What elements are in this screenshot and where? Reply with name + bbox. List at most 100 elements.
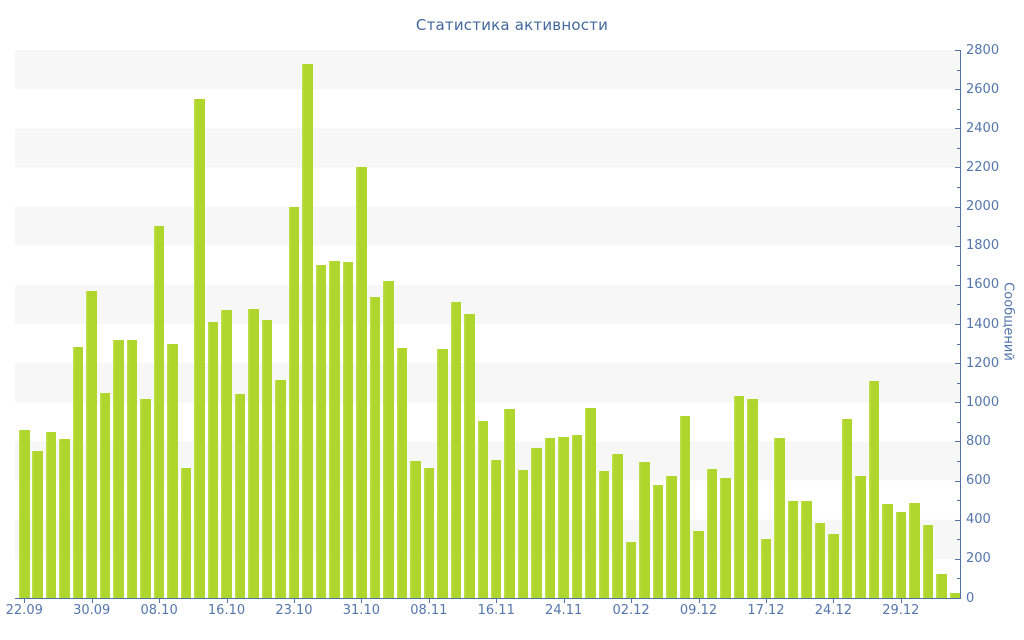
bar[interactable] [180,467,192,598]
y-major-tick [955,441,960,443]
bar[interactable] [302,63,313,598]
y-tick-label: 2400 [966,120,1000,136]
bar[interactable] [423,467,435,598]
bar[interactable] [45,431,57,598]
bar[interactable] [369,296,381,598]
bar[interactable] [221,310,232,598]
y-tick-label: 1200 [966,355,1000,371]
bar[interactable] [59,438,70,598]
bar[interactable] [936,573,947,598]
bar[interactable] [167,343,178,598]
bar[interactable] [747,399,758,598]
x-tick [24,599,26,603]
bar[interactable] [19,429,30,598]
bar[interactable] [774,437,785,598]
bar[interactable] [666,475,677,598]
x-tick [496,599,498,603]
bar[interactable] [855,475,866,598]
bar[interactable] [207,322,219,598]
y-major-tick [955,480,960,482]
y-minor-tick [957,69,960,71]
bar[interactable] [612,454,623,598]
bar[interactable] [868,380,880,598]
bar[interactable] [234,394,246,598]
x-axis-line [15,598,961,599]
bar[interactable] [113,339,124,598]
bar[interactable] [625,542,637,598]
bar[interactable] [814,522,826,598]
bar[interactable] [86,290,97,598]
bar[interactable] [949,593,960,598]
bar[interactable] [383,280,394,598]
bar[interactable] [450,301,462,598]
y-tick-label: 2600 [966,81,1000,97]
bar[interactable] [504,409,515,598]
x-tick [293,599,295,603]
bar[interactable] [194,98,205,598]
bar[interactable] [477,420,488,598]
y-major-tick [955,558,960,560]
bar[interactable] [922,524,934,598]
bar[interactable] [342,262,354,598]
bar[interactable] [531,448,542,598]
y-major-tick [955,167,960,169]
y-tick-label: 200 [966,551,991,567]
bar[interactable] [598,470,610,598]
bar[interactable] [396,348,408,598]
bar[interactable] [828,534,839,598]
y-minor-tick [957,265,960,267]
bar[interactable] [140,399,151,598]
bar[interactable] [153,226,165,598]
bar[interactable] [248,309,259,598]
bar[interactable] [517,469,529,598]
bar[interactable] [720,477,731,598]
bar[interactable] [315,265,327,598]
y-minor-tick [957,226,960,228]
bar[interactable] [275,379,286,598]
y-tick-label: 0 [966,590,975,606]
y-major-tick [955,363,960,365]
y-tick-label: 1000 [966,394,1000,410]
bar[interactable] [639,461,650,598]
bar[interactable] [410,461,421,598]
y-tick-label: 2800 [966,42,1000,58]
y-minor-tick [957,304,960,306]
bar[interactable] [261,320,273,598]
y-minor-tick [957,461,960,462]
y-minor-tick [957,539,960,541]
bar[interactable] [760,539,772,598]
y-tick-label: 1400 [966,316,1000,332]
bar[interactable] [126,339,138,598]
bar[interactable] [679,416,691,598]
bar[interactable] [72,346,84,598]
bar[interactable] [909,503,920,598]
bar[interactable] [544,437,556,598]
x-tick [361,599,363,603]
bar[interactable] [558,436,569,598]
y-major-tick [955,245,960,247]
bar[interactable] [733,396,745,598]
bar[interactable] [882,504,893,598]
bar[interactable] [288,206,300,598]
bar[interactable] [895,511,907,598]
bar[interactable] [706,468,718,598]
bar[interactable] [329,261,340,598]
x-tick [226,599,228,603]
bar[interactable] [437,349,448,598]
bar[interactable] [571,434,583,598]
y-minor-tick [957,382,960,384]
bar[interactable] [356,167,367,598]
bar[interactable] [787,501,799,598]
bar[interactable] [99,393,111,598]
y-tick-label: 600 [966,473,991,489]
bar[interactable] [693,531,704,598]
bar[interactable] [841,418,853,598]
bar[interactable] [585,408,596,598]
bar[interactable] [801,501,812,598]
bar[interactable] [464,314,475,598]
bar[interactable] [652,484,664,598]
y-minor-tick [957,147,960,149]
bar[interactable] [490,460,502,598]
bar[interactable] [32,451,43,598]
